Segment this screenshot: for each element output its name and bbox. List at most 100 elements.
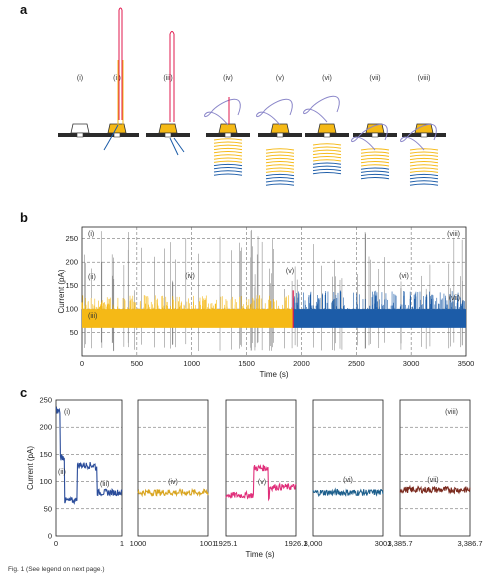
strand-iii-red (169, 31, 175, 122)
step-v-coil-10 (265, 180, 295, 183)
panel-c-ann-vi: (vi) (343, 477, 353, 484)
step-iv-coil-2 (213, 144, 243, 147)
panel-c-3-xtick-start: 1925.1 (215, 539, 238, 548)
step-viii-coil-10 (409, 180, 439, 183)
step-viii-coil-0 (409, 148, 439, 151)
pore-4 (218, 123, 238, 134)
panel-c-2-xtick-end: 1001 (200, 539, 217, 548)
step-v-coil-4 (265, 161, 295, 164)
step-vii-coil-0 (360, 148, 390, 151)
step-iv-coil-3 (213, 147, 243, 151)
panel-c-5-xtick-start: 3,385.7 (387, 539, 412, 548)
panel-c-ann-viii: (viii) (445, 409, 458, 416)
panel-c-label: c (20, 385, 27, 400)
panel-c-trace-3 (225, 464, 297, 502)
panel-b-ytick-200: 200 (65, 258, 78, 267)
strand-ii-blue (103, 124, 119, 151)
panel-b-annotation-2: (ii) (88, 274, 96, 281)
pore-channel-6 (323, 132, 331, 138)
step-v-coil-2 (265, 154, 295, 157)
panel-c-4-xtick-end: 3001 (375, 539, 392, 548)
panel-b-annotation-8: (viii) (447, 231, 460, 238)
step-iv-coil-6 (213, 157, 243, 160)
panel-b-annotation-6: (vi) (399, 273, 409, 280)
panel-c-ytick-0: 0 (48, 532, 52, 541)
pore-channel-5 (276, 132, 284, 138)
panel-b-series-blue (293, 309, 466, 328)
step-vi-coil-0 (312, 143, 342, 146)
panel-b-xtick-3000: 3000 (403, 359, 420, 368)
step-vi-coil-1 (312, 146, 342, 149)
step-v-coil-3 (265, 157, 295, 161)
panel-c-trace-1 (55, 406, 123, 505)
panel-b-xtick-1000: 1000 (183, 359, 200, 368)
strand-ii-yellow (117, 60, 124, 125)
step-label-6: (vi) (322, 75, 332, 82)
step-vii-coil-8 (360, 173, 390, 177)
pore-1 (70, 123, 90, 134)
panel-b-ytick-150: 150 (65, 281, 78, 290)
step-iv-coil-4 (213, 151, 243, 154)
step-v-coil-7 (265, 170, 295, 173)
step-v-coil-8 (265, 173, 295, 177)
pore-3 (158, 123, 178, 134)
panel-c-frame-3 (225, 399, 297, 537)
panel-c-2-xtick-start: 1000 (130, 539, 147, 548)
step-vi-coil-5 (312, 159, 342, 162)
panel-b-label: b (20, 210, 28, 225)
panel-b-ytick-250: 250 (65, 234, 78, 243)
panel-c-ylabel: Current (pA) (26, 446, 35, 490)
step-iv-coil-0 (213, 138, 243, 141)
panel-c-ann-iv: (iv) (168, 479, 178, 486)
step-viii-coil-7 (409, 170, 439, 173)
panel-c-ytick-50: 50 (44, 504, 52, 513)
panel-b-ytick-50: 50 (70, 328, 78, 337)
strand-iii-blue (169, 137, 185, 156)
step-iv-coil-10 (213, 170, 243, 173)
step-viii-coil-8 (409, 173, 439, 177)
step-v-loop (256, 98, 293, 126)
step-viii-coil-11 (409, 183, 439, 186)
pore-5 (270, 123, 290, 134)
panel-c-frame-5 (399, 399, 471, 537)
step-iv-loop (204, 98, 241, 126)
panel-a: (i) (ii) (iii) (iv) (v) (vi) (vii) (viii) (58, 7, 446, 186)
panel-b-xtick-0: 0 (80, 359, 84, 368)
step-vii-coil-7 (360, 170, 390, 173)
panel-c-ytick-200: 200 (39, 423, 52, 432)
step-vi-coil-7 (312, 165, 342, 168)
step-vi-coil-2 (312, 149, 342, 152)
step-label-1: (i) (77, 75, 83, 82)
step-vi-coil-3 (312, 152, 342, 156)
step-vii-coil-2 (360, 154, 390, 157)
panel-c-4-xtick-start: 3,000 (304, 539, 323, 548)
step-label-2: (ii) (113, 75, 121, 82)
panel-b-xtick-2000: 2000 (293, 359, 310, 368)
step-iv-coil-11 (213, 173, 243, 176)
panel-b-xtick-2500: 2500 (348, 359, 365, 368)
step-vii-coil-4 (360, 161, 390, 164)
panel-c-ann-vii: (vii) (427, 477, 438, 484)
pore-channel-3 (164, 132, 172, 138)
step-vi-coil-8 (312, 168, 342, 172)
panel-b-annotation-1: (i) (88, 231, 94, 238)
step-v-coil-0 (265, 148, 295, 151)
panel-b-series-yellow (82, 309, 294, 328)
step-vi-coil-6 (312, 162, 342, 165)
panel-c-ytick-100: 100 (39, 477, 52, 486)
step-vii-coil-9 (360, 177, 390, 180)
step-vii-coil-5 (360, 164, 390, 167)
step-viii-coil-5 (409, 164, 439, 167)
step-iv-coil-8 (213, 163, 243, 167)
step-viii-coil-1 (409, 151, 439, 154)
step-viii-coil-9 (409, 177, 439, 180)
panel-c-1-xtick-end: 1 (120, 539, 124, 548)
panel-c-ytick-250: 250 (39, 396, 52, 405)
panel-b-annotation-3: (iii) (88, 313, 97, 320)
pore-2 (107, 123, 127, 134)
panel-c-ann-ii: (ii) (58, 469, 66, 476)
step-label-7: (vii) (369, 75, 380, 82)
step-v-coil-6 (265, 167, 295, 170)
